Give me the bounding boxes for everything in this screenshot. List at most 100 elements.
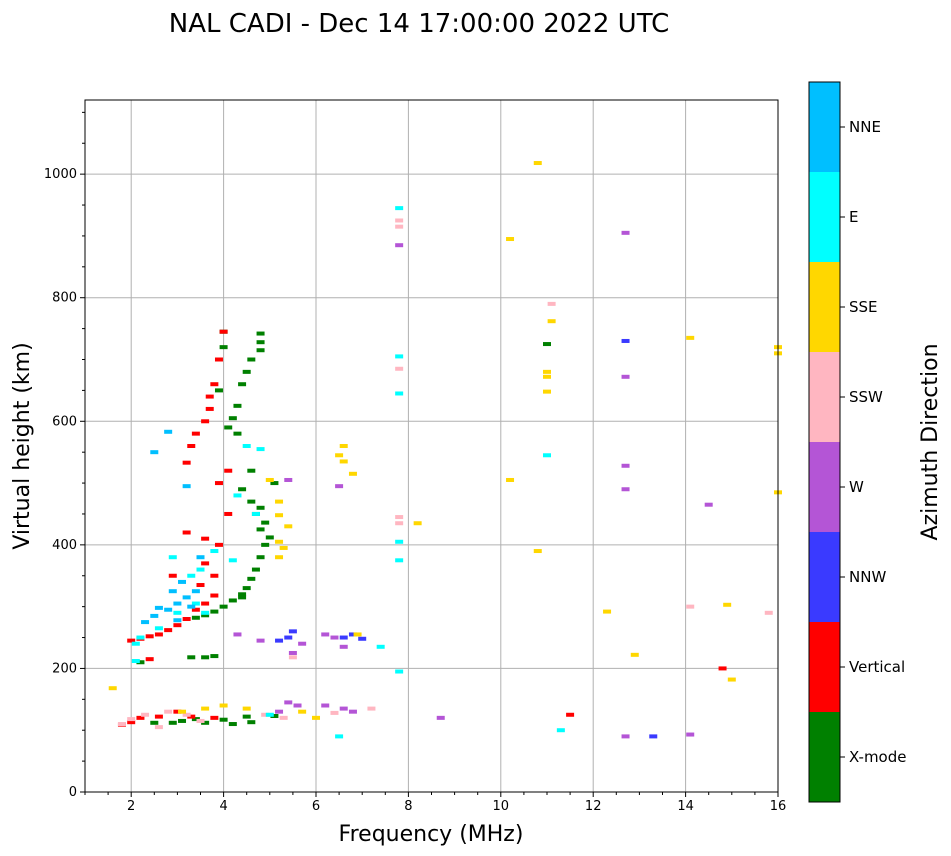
data-point-x-mode (242, 369, 251, 374)
data-point-sse (353, 632, 362, 637)
data-point-sse (727, 677, 736, 682)
data-point-x-mode (201, 720, 210, 725)
data-point-x-mode (247, 576, 256, 581)
data-point-nne (164, 607, 173, 612)
y-tick-label: 0 (69, 785, 77, 800)
chart-title: NAL CADI - Dec 14 17:00:00 2022 UTC (169, 9, 669, 39)
data-point-nnw (275, 638, 284, 643)
data-point-vertical (210, 715, 219, 720)
data-point-e (395, 558, 404, 563)
data-point-nne (173, 601, 182, 606)
data-point-sse (108, 686, 117, 691)
colorbar-segment (809, 442, 840, 532)
data-point-vertical (191, 607, 200, 612)
data-point-vertical (210, 573, 219, 578)
data-point-x-mode (191, 717, 200, 722)
data-point-sse (339, 444, 348, 448)
data-point-sse (348, 471, 357, 476)
data-point-e (131, 641, 140, 646)
data-point-x-mode (214, 388, 223, 393)
data-point-w (293, 703, 302, 708)
data-point-x-mode (168, 720, 177, 725)
data-point-ssw (141, 712, 150, 717)
data-point-vertical (154, 714, 163, 719)
x-tick-label: 4 (219, 799, 227, 814)
data-point-x-mode (247, 468, 256, 473)
data-point-vertical (210, 382, 219, 387)
data-point-w (233, 632, 242, 637)
data-point-e (196, 567, 205, 572)
data-point-x-mode (256, 340, 265, 345)
data-point-ssw (395, 218, 404, 223)
data-point-e (256, 447, 265, 452)
data-point-w (621, 463, 630, 468)
data-point-ssw (279, 715, 288, 720)
data-point-ssw (547, 301, 556, 306)
data-point-e (395, 391, 404, 396)
data-point-x-mode (228, 722, 237, 727)
data-point-vertical (205, 394, 214, 399)
data-point-sse (242, 706, 251, 711)
data-point-nne (182, 595, 191, 600)
data-point-sse (312, 715, 320, 720)
data-point-x-mode (201, 613, 210, 618)
data-point-sse (603, 609, 612, 614)
data-point-ssw (395, 521, 404, 526)
data-point-e (395, 669, 404, 674)
data-point-nnw (621, 338, 630, 343)
data-point-vertical (214, 357, 223, 362)
data-point-e (376, 644, 385, 649)
data-point-x-mode (261, 520, 270, 525)
data-points (108, 161, 782, 739)
data-point-sse (335, 453, 344, 458)
x-tick-label: 16 (770, 799, 787, 814)
data-point-ssw (764, 610, 773, 615)
data-point-sse (219, 703, 228, 708)
data-point-w (298, 641, 307, 646)
data-point-nne (173, 618, 182, 623)
data-point-e (395, 539, 404, 544)
data-point-nne (164, 429, 173, 434)
data-point-ssw (261, 712, 270, 717)
data-point-sse (543, 369, 551, 374)
data-point-sse (723, 602, 732, 607)
data-point-w (256, 638, 265, 643)
data-point-sse (201, 706, 210, 711)
x-axis-label: Frequency (MHz) (339, 822, 524, 847)
data-point-nne (191, 589, 200, 594)
data-point-w (275, 709, 284, 714)
data-point-w (686, 732, 695, 737)
data-point-e (265, 712, 274, 717)
data-point-w (621, 734, 630, 739)
data-point-vertical (219, 329, 228, 334)
data-point-vertical (566, 712, 575, 717)
data-point-nne (168, 589, 177, 594)
data-point-ssw (395, 515, 404, 520)
y-axis-label: Virtual height (km) (10, 342, 35, 549)
data-point-w (348, 709, 357, 714)
data-point-sse (275, 555, 284, 560)
data-point-sse (506, 237, 515, 242)
colorbar-segment (809, 622, 840, 712)
data-point-nne (141, 620, 150, 625)
data-point-nnw (288, 629, 297, 634)
data-point-w (321, 632, 330, 637)
data-point-vertical (187, 444, 196, 448)
data-point-vertical (718, 666, 727, 671)
data-point-sse (630, 652, 639, 657)
data-point-vertical (136, 715, 145, 720)
data-point-x-mode (256, 555, 265, 560)
data-point-nne (150, 450, 159, 455)
data-point-vertical (173, 623, 182, 628)
data-point-vertical (182, 460, 191, 465)
data-point-vertical (127, 720, 136, 725)
data-point-x-mode (242, 714, 251, 719)
data-point-vertical (205, 406, 214, 411)
data-point-sse (339, 459, 348, 464)
data-point-e (242, 444, 251, 448)
colorbar-frame (808, 81, 841, 803)
colorbar-segment (809, 532, 840, 622)
data-point-w (395, 243, 404, 248)
data-point-sse (543, 374, 551, 379)
